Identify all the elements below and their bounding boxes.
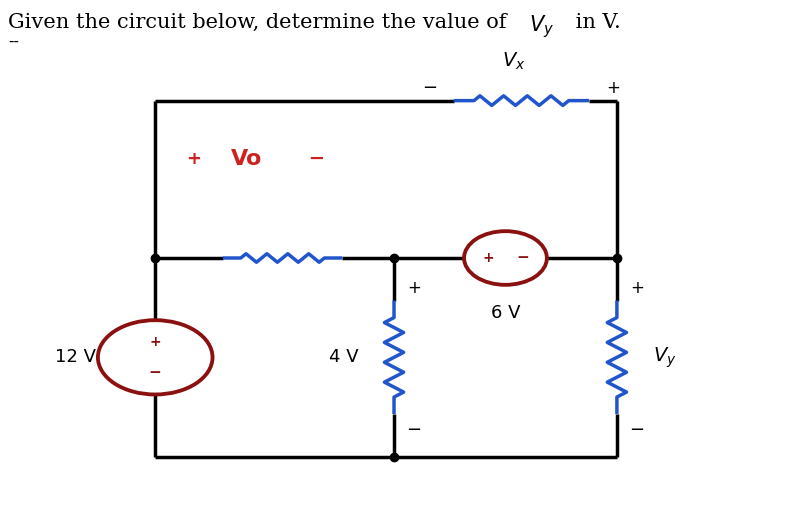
Text: +: + — [407, 279, 421, 297]
Text: Given the circuit below, determine the value of: Given the circuit below, determine the v… — [8, 13, 513, 32]
Text: 6 V: 6 V — [490, 304, 521, 322]
Text: +: + — [150, 335, 161, 349]
Text: +: + — [606, 79, 620, 96]
Text: −: − — [422, 79, 438, 96]
Text: $V_y$: $V_y$ — [653, 345, 677, 369]
Text: −: − — [149, 365, 162, 380]
Text: $V_y$: $V_y$ — [529, 13, 555, 40]
Text: +: + — [482, 251, 494, 265]
Text: −: − — [406, 421, 422, 439]
Text: −: − — [517, 250, 529, 266]
Text: 4 V: 4 V — [329, 348, 358, 366]
Text: --: -- — [8, 34, 19, 49]
Text: 12 V: 12 V — [54, 348, 96, 366]
Text: in V.: in V. — [569, 13, 621, 32]
Text: $V_x$: $V_x$ — [501, 51, 525, 72]
Text: +: + — [187, 150, 209, 168]
Text: −: − — [302, 149, 326, 168]
Text: −: − — [629, 421, 645, 439]
Text: +: + — [630, 279, 644, 297]
Text: Vo: Vo — [231, 149, 262, 169]
